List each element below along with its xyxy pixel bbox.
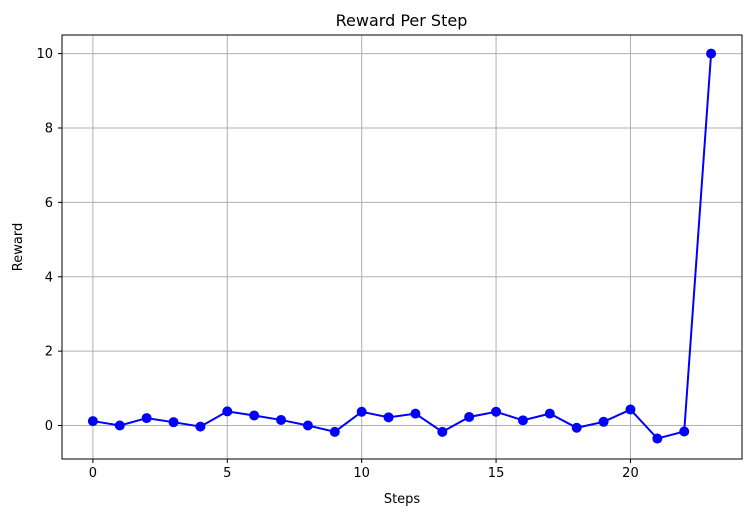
data-point xyxy=(222,406,233,417)
x-tick-label: 10 xyxy=(353,466,370,481)
data-point xyxy=(276,414,287,425)
y-axis-ticks: 0 2 4 6 8 10 xyxy=(36,47,62,434)
data-point xyxy=(249,410,260,421)
data-point xyxy=(356,406,367,417)
data-point xyxy=(652,433,663,444)
data-point xyxy=(598,416,609,427)
data-point xyxy=(114,420,125,431)
series-marks xyxy=(87,48,717,444)
plot-frame xyxy=(61,34,743,460)
x-tick-label: 15 xyxy=(488,466,505,481)
data-point xyxy=(168,417,179,428)
grid-lines xyxy=(62,35,742,459)
data-point xyxy=(410,408,421,419)
data-point xyxy=(141,413,152,424)
x-tick-label: 20 xyxy=(622,466,639,481)
data-point xyxy=(195,421,206,432)
y-tick-label: 10 xyxy=(36,47,53,62)
data-point xyxy=(491,406,502,417)
x-tick-label: 0 xyxy=(89,466,97,481)
data-point xyxy=(544,408,555,419)
x-tick-label: 5 xyxy=(223,466,231,481)
y-tick-label: 4 xyxy=(45,270,53,285)
data-point xyxy=(679,426,690,437)
data-point xyxy=(329,426,340,437)
data-point xyxy=(706,48,717,59)
y-tick-label: 8 xyxy=(45,121,53,136)
data-point xyxy=(625,404,636,415)
data-point xyxy=(571,422,582,433)
y-tick-label: 6 xyxy=(45,196,53,211)
data-point xyxy=(464,411,475,422)
data-point xyxy=(87,416,98,427)
y-tick-label: 2 xyxy=(45,345,53,360)
y-axis-label: Reward xyxy=(11,223,26,271)
y-tick-label: 0 xyxy=(45,419,53,434)
data-point xyxy=(383,412,394,423)
data-point xyxy=(517,415,528,426)
x-axis-ticks: 0 5 10 15 20 xyxy=(89,459,639,481)
x-axis-label: Steps xyxy=(384,492,421,507)
chart-title: Reward Per Step xyxy=(336,11,468,30)
series-line xyxy=(92,53,713,440)
data-point xyxy=(437,426,448,437)
data-point xyxy=(302,420,313,431)
